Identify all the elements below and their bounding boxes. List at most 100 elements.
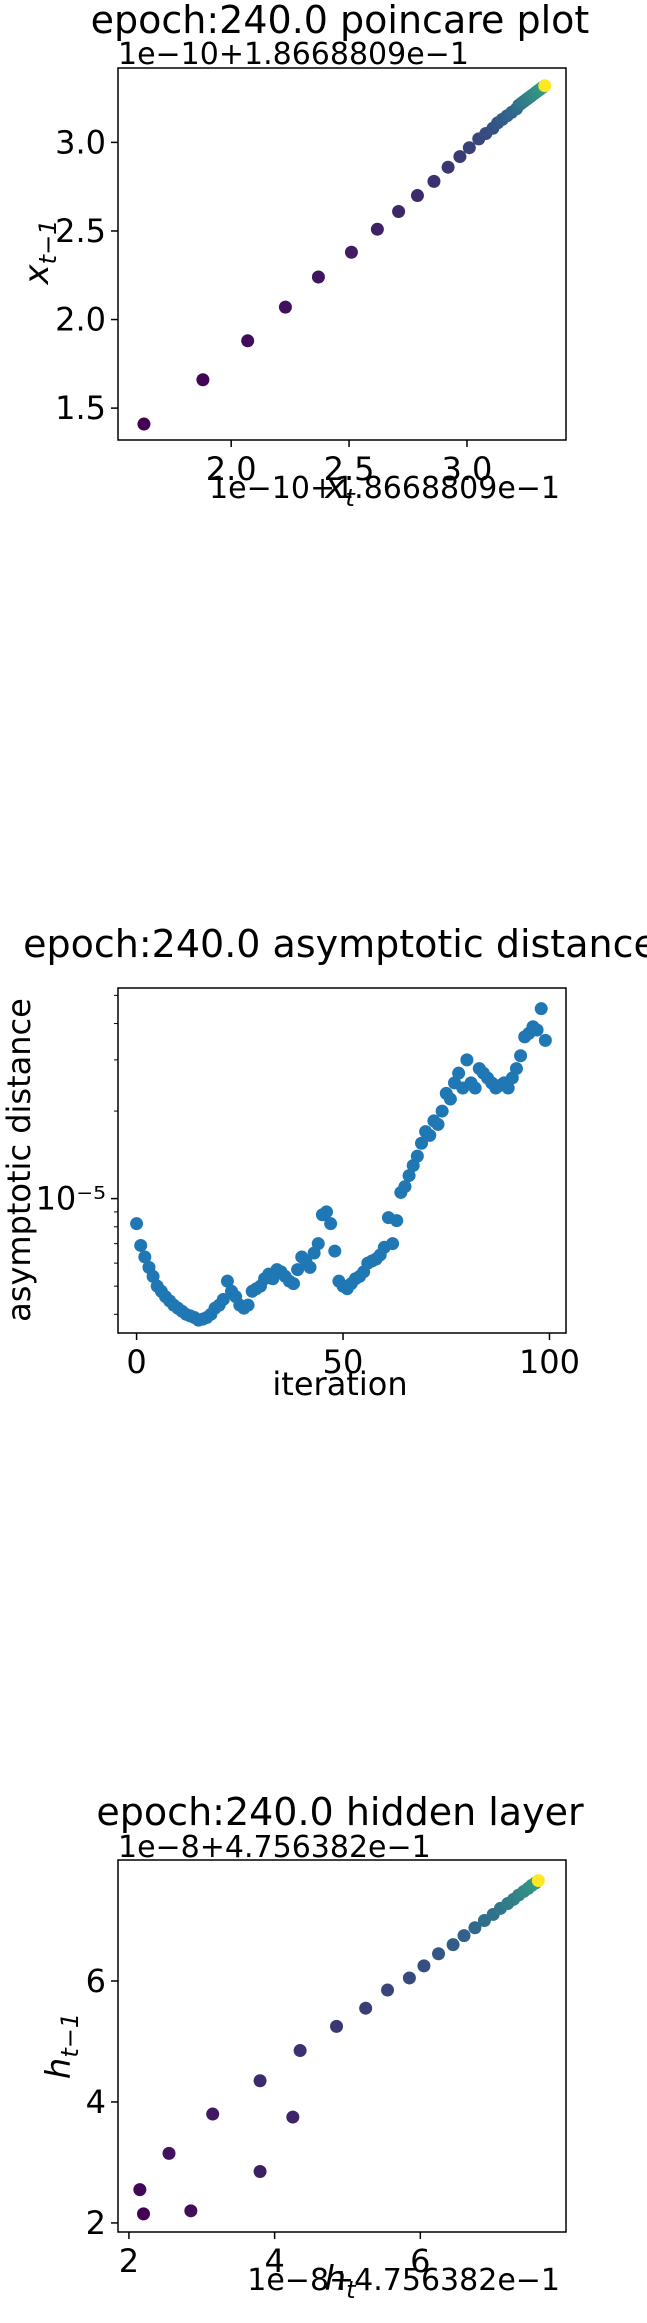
scatter-point xyxy=(534,1002,548,1016)
scatter-point xyxy=(184,2204,198,2218)
scatter-point xyxy=(320,1205,334,1219)
scatter-point xyxy=(328,1244,342,1258)
x-axis-label: ht xyxy=(325,2259,358,2304)
scatter-point xyxy=(311,270,325,284)
scatter-point xyxy=(538,79,552,93)
scatter-point xyxy=(530,1023,544,1037)
y-tick-label: 2 xyxy=(86,2204,106,2242)
scatter-point xyxy=(431,1117,445,1131)
x-offset-text: 1e−8+4.756382e−1 xyxy=(247,2263,560,2298)
y-offset-text: 1e−10+1.8668809e−1 xyxy=(118,37,469,72)
scatter-point xyxy=(136,2207,150,2221)
scatter-point xyxy=(241,334,255,348)
scatter-point xyxy=(410,1149,424,1163)
scatter-point xyxy=(146,1269,160,1283)
scatter-point xyxy=(402,1971,416,1985)
scatter-point xyxy=(441,160,455,174)
y-tick-label: 1.5 xyxy=(55,389,106,427)
x-tick-label: 2 xyxy=(119,2242,139,2280)
scatter-point xyxy=(468,1921,482,1935)
scatter-point xyxy=(435,1104,449,1118)
scatter-point xyxy=(370,222,384,236)
y-tick-label: 3.0 xyxy=(55,123,106,161)
y-tick-label: 6 xyxy=(86,1962,106,2000)
scatter-point xyxy=(531,1874,545,1888)
chart-panel-1: epoch:240.0 poincare plot 2.0 2.5 3.0 1.5 2.0… xyxy=(17,0,589,512)
y-tick-label: 2.5 xyxy=(55,212,106,250)
plot-frame xyxy=(117,987,567,1334)
x-tick-label: 50 xyxy=(323,1343,364,1381)
scatter-point xyxy=(446,1938,460,1952)
scatter-point xyxy=(303,1260,317,1274)
scatter-point xyxy=(241,1298,255,1312)
y-axis-label: asymptotic distance xyxy=(0,998,38,1322)
scatter-point xyxy=(134,1238,148,1252)
scatter-point xyxy=(324,1217,338,1231)
scatter-point xyxy=(402,1169,416,1183)
y-tick-label: 10⁻⁵ xyxy=(36,1180,106,1218)
scatter-point xyxy=(453,150,467,164)
x-axis-label: iteration xyxy=(272,1365,407,1403)
chart-title: epoch:240.0 hidden layer xyxy=(96,1790,584,1834)
scatter-point xyxy=(330,2019,344,2033)
scatter-point xyxy=(130,1217,144,1231)
scatter-point xyxy=(390,1214,404,1228)
scatter-point xyxy=(253,2165,267,2179)
scatter-point xyxy=(381,1983,395,1997)
scatter-point xyxy=(359,2001,373,2015)
scatter-point xyxy=(417,1959,431,1973)
scatter-point xyxy=(293,2044,307,2058)
scatter-point xyxy=(291,1263,305,1277)
scatter-point xyxy=(311,1237,325,1251)
x-tick-label: 2.0 xyxy=(206,450,257,488)
scatter-point xyxy=(457,1929,471,1943)
scatter-point xyxy=(427,174,441,188)
scatter-point xyxy=(538,1033,552,1047)
scatter-point xyxy=(253,2074,267,2088)
scatter-point xyxy=(410,189,424,203)
scatter-point xyxy=(216,1292,230,1306)
scatter-point xyxy=(414,1136,428,1150)
plot-frame xyxy=(117,67,567,441)
scatter-point xyxy=(137,417,151,431)
scatter-point xyxy=(501,1081,515,1095)
chart-title: epoch:240.0 poincare plot xyxy=(91,0,590,42)
x-tick-label: 3.0 xyxy=(442,450,493,488)
x-axis-label: xt xyxy=(324,467,356,512)
scatter-point xyxy=(423,1128,437,1142)
scatter-point xyxy=(286,2110,300,2124)
scatter-point xyxy=(133,2183,147,2197)
chart-title: epoch:240.0 asymptotic distance xyxy=(23,922,647,966)
scatter-point xyxy=(344,245,358,259)
scatter-point xyxy=(452,1066,466,1080)
x-tick-label: 2.5 xyxy=(324,450,375,488)
y-tick-label: 4 xyxy=(86,2083,106,2121)
x-offset-text: 1e−10+1.8668809e−1 xyxy=(209,471,560,506)
scatter-point xyxy=(196,373,210,387)
scatter-point xyxy=(398,1180,412,1194)
scatter-point xyxy=(220,1274,234,1288)
scatter-point xyxy=(392,204,406,218)
x-tick-label: 6 xyxy=(410,2242,430,2280)
scatter-point xyxy=(509,1062,523,1076)
scatter-point xyxy=(443,1092,457,1106)
scatter-point xyxy=(206,2107,220,2121)
x-tick-label: 4 xyxy=(264,2242,284,2280)
scatter-point xyxy=(286,1277,300,1291)
scatter-point xyxy=(162,2146,176,2160)
scatter-point xyxy=(514,1049,528,1063)
scatter-point xyxy=(278,300,292,314)
y-tick-label: 2.0 xyxy=(55,301,106,339)
y-axis-label: xt−1 xyxy=(17,220,62,286)
y-axis-label: ht−1 xyxy=(39,2013,84,2079)
scatter-point xyxy=(462,141,476,155)
x-tick-label: 0 xyxy=(126,1343,146,1381)
scatter-point xyxy=(138,1250,152,1264)
chart-panel-2: epoch:240.0 asymptotic distance 0 50 100 10⁻… xyxy=(0,922,647,1403)
scatter-point xyxy=(432,1947,446,1961)
scatter-point xyxy=(468,1081,482,1095)
x-tick-label: 100 xyxy=(519,1343,580,1381)
scatter-point xyxy=(386,1237,400,1251)
